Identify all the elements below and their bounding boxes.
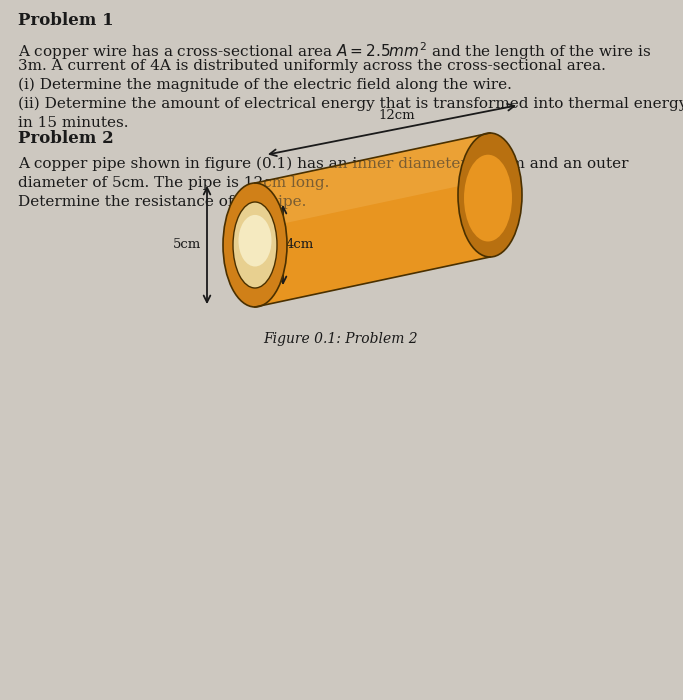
Polygon shape [255,133,490,307]
Text: 4cm: 4cm [286,239,314,251]
Text: diameter of 5cm. The pipe is 12cm long.: diameter of 5cm. The pipe is 12cm long. [18,176,329,190]
Ellipse shape [458,133,522,257]
Text: (i) Determine the magnitude of the electric field along the wire.: (i) Determine the magnitude of the elect… [18,78,512,92]
Ellipse shape [223,183,287,307]
Text: Problem 1: Problem 1 [18,12,113,29]
Text: (ii) Determine the amount of electrical energy that is transformed into thermal : (ii) Determine the amount of electrical … [18,97,683,111]
Ellipse shape [233,202,277,288]
Ellipse shape [464,155,512,241]
Text: in 15 minutes.: in 15 minutes. [18,116,128,130]
Text: A copper pipe shown in figure (0.1) has an inner diameter of 4cm and an outer: A copper pipe shown in figure (0.1) has … [18,157,628,172]
Text: 12cm: 12cm [378,109,415,122]
Text: A copper wire has a cross-sectional area $A = 2.5mm^2$ and the length of the wir: A copper wire has a cross-sectional area… [18,40,652,62]
Text: Figure 0.1: Problem 2: Figure 0.1: Problem 2 [264,332,418,346]
Text: Problem 2: Problem 2 [18,130,114,147]
Text: 3m. A current of 4A is distributed uniformly across the cross-sectional area.: 3m. A current of 4A is distributed unifo… [18,59,606,73]
Text: Determine the resistance of the pipe.: Determine the resistance of the pipe. [18,195,307,209]
Ellipse shape [238,215,272,267]
Polygon shape [255,133,490,230]
Text: 5cm: 5cm [173,239,201,251]
